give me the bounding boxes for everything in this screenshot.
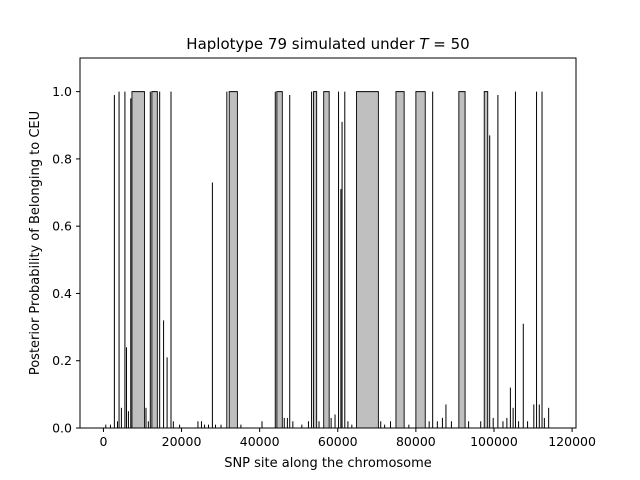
x-tick-label-0: 0	[99, 434, 107, 449]
y-tick-label-3: 0.6	[52, 219, 72, 234]
ceu-region-1	[151, 91, 158, 429]
ceu-region-outline-0	[131, 91, 145, 428]
ceu-region-outline-1	[151, 91, 158, 428]
ceu-region-2	[229, 91, 238, 429]
ceu-region-outline-10	[483, 91, 489, 428]
x-tick-label-1: 20000	[162, 434, 202, 449]
ceu-region-9	[458, 91, 466, 429]
x-tick-label-4: 80000	[396, 434, 436, 449]
y-axis-label: Posterior Probability of Belonging to CE…	[28, 111, 43, 375]
ceu-region-3	[276, 91, 283, 429]
ceu-region-8	[415, 91, 426, 429]
ceu-region-7	[395, 91, 405, 429]
ceu-region-10	[484, 91, 488, 429]
y-tick-label-4: 0.8	[52, 151, 72, 166]
axes-frame	[79, 57, 577, 429]
y-tick-label-2: 0.4	[52, 286, 72, 301]
x-tick-label-6: 120000	[548, 434, 596, 449]
y-tick-label-0: 0.0	[52, 421, 72, 436]
x-tick-label-2: 40000	[240, 434, 280, 449]
y-axis: 0.0 0.2 0.4 0.6 0.8 1.0	[52, 84, 80, 436]
ceu-region-outline-2	[228, 91, 238, 428]
ceu-region-outline-7	[395, 91, 405, 428]
ceu-region-outline-8	[415, 91, 426, 428]
ceu-region-4	[313, 91, 317, 429]
ceu-region-outline-4	[313, 91, 318, 428]
ceu-region-outline-6	[356, 91, 379, 428]
x-tick-label-5: 100000	[470, 434, 518, 449]
chart-title: Haplotype 79 simulated under T = 50	[186, 35, 469, 53]
ceu-region-5	[323, 91, 330, 429]
x-axis-label: SNP site along the chromosome	[224, 456, 432, 471]
x-axis: 0 20000 40000 60000 80000 100000 120000	[99, 428, 596, 449]
x-tick-label-3: 60000	[318, 434, 358, 449]
y-tick-label-5: 1.0	[52, 84, 72, 99]
ceu-region-outline-9	[458, 91, 466, 428]
plot-area	[105, 91, 550, 429]
ceu-region-outline-3	[276, 91, 283, 428]
y-tick-label-1: 0.2	[52, 353, 72, 368]
ceu-region-0	[131, 91, 145, 429]
ceu-region-outline-5	[323, 91, 330, 428]
ceu-region-6	[356, 91, 379, 429]
